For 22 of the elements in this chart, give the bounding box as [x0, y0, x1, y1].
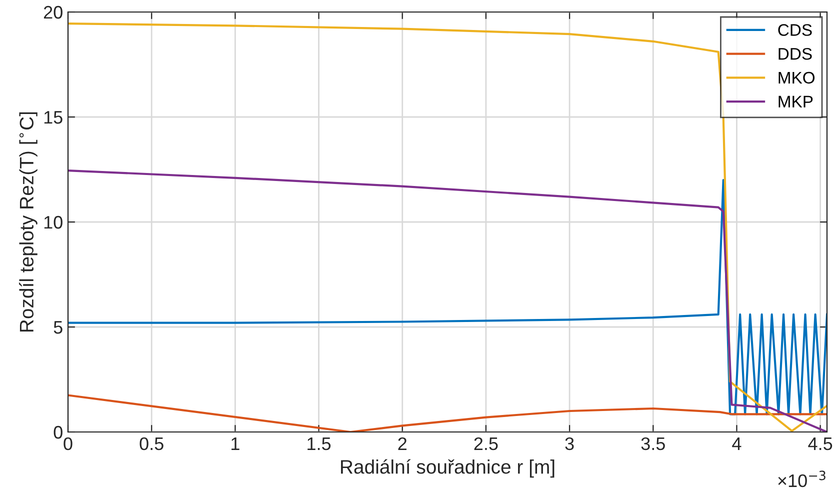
x-tick-label: 1	[232, 438, 240, 450]
x-tick-label: 2.5	[474, 437, 498, 450]
y-tick-label: 0	[54, 426, 62, 439]
legend-label: MKP	[778, 96, 813, 108]
legend-label: CDS	[778, 24, 812, 36]
x-tick-label: 0	[64, 437, 72, 450]
legend-label: DDS	[778, 48, 812, 60]
x-tick-label: 3.5	[641, 437, 665, 450]
y-tick-label: 20	[44, 6, 62, 19]
y-tick-label: 5	[54, 321, 62, 334]
x-tick-label: 0.5	[140, 437, 164, 450]
legend-label: MKO	[778, 72, 815, 84]
x-tick-label: 4	[732, 438, 742, 450]
y-tick-label: 15	[44, 111, 62, 124]
x-tick-label: 3	[565, 437, 574, 450]
x-tick-label: 1.5	[308, 438, 331, 450]
y-tick-label: 10	[44, 216, 62, 229]
text: ×10$^{−3}$	[778, 470, 826, 488]
x-tick-label: 4.5	[808, 438, 832, 450]
x-axis-title: Radiální souřadnice r [m]	[341, 459, 554, 478]
x-tick-label: 2	[398, 437, 406, 450]
y-axis-title: Rozdíl teploty Rez(T) [$^{∘}$C]	[19, 112, 38, 332]
